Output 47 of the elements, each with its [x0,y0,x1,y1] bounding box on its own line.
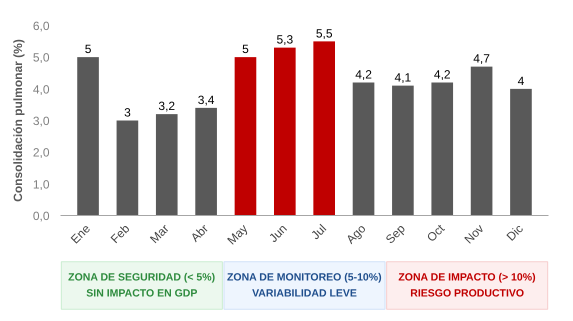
bar [470,66,492,216]
data-label: 4,2 [434,68,451,82]
y-tick-label: 4,0 [32,82,50,96]
bar [392,86,414,216]
bar [195,108,217,216]
data-label: 4 [518,74,525,88]
bar [156,114,178,216]
data-label: 5,3 [276,32,294,47]
bar [116,120,138,216]
data-label: 4,1 [394,70,412,85]
data-label: 3 [124,106,132,120]
data-label: 4,7 [473,52,490,66]
x-tick-label: Feb [108,221,133,246]
data-label: 4,2 [355,68,372,82]
y-axis-title: Consolidación pulmonar (%) [10,39,25,202]
y-tick-label: 1,0 [32,177,50,192]
y-tick-label: 5,0 [32,50,50,65]
y-tick-label: 0,0 [32,209,50,223]
bar [77,57,99,216]
x-tick-label: Nov [462,222,487,247]
y-tick-label: 6,0 [32,19,50,33]
bar [431,82,454,216]
x-tick-label: Jul [308,222,330,242]
y-tick-label: 2,0 [32,146,50,160]
data-label: 5 [84,42,92,56]
data-label: 5 [242,42,250,56]
x-tick-label: Ago [343,221,369,247]
x-tick-label: Jun [266,222,290,246]
x-tick-label: Abr [188,222,212,245]
x-tick-label: May [224,222,250,248]
bar [234,57,256,216]
data-label: 3,2 [158,99,176,114]
x-tick-label: Dic [504,222,526,244]
x-tick-label: Mar [147,222,172,246]
text: ZONA DE IMPACTO (> 10%) RIESGO PRODUCTIVO [398,272,536,300]
bar [274,48,296,216]
bar [352,82,374,216]
text: ZONA DE MONITOREO (5-10%) VARIABILIDAD LEVE [227,272,382,300]
data-label: 3,4 [198,92,215,107]
bar [313,41,335,216]
text: ZONA DE SEGURIDAD (< 5%) SIN IMPACTO EN GDP [68,272,216,300]
data-label: 5,5 [316,26,333,40]
x-tick-label: Ene [68,221,94,247]
x-tick-label: Oct [424,221,448,245]
bar [510,88,532,216]
y-tick-label: 3,0 [32,114,50,128]
x-tick-label: Sep [382,221,408,247]
